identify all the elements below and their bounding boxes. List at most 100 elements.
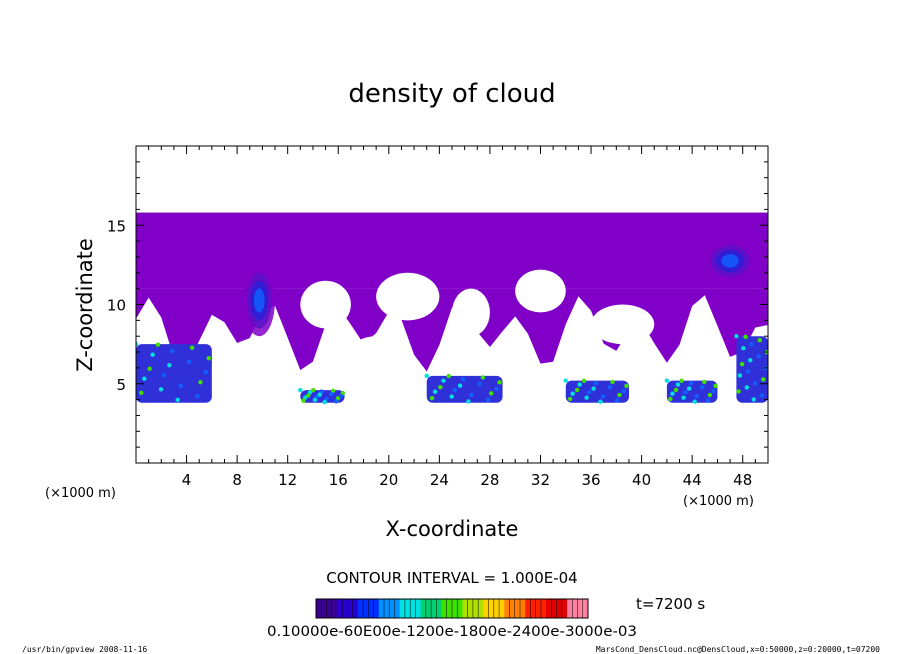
dense-cell [429, 395, 435, 401]
dense-cell [707, 392, 713, 398]
dense-cell [310, 388, 316, 393]
dense-cell [668, 396, 673, 402]
dense-cell [142, 376, 147, 381]
x-tick-label: 16 [329, 471, 348, 489]
x-tick-label: 4 [182, 471, 192, 489]
dense-patch [565, 380, 629, 403]
dense-cell [317, 392, 322, 397]
dense-cell [598, 399, 603, 404]
dense-cell [739, 361, 745, 367]
dense-patch [426, 375, 503, 403]
dense-cell [178, 383, 183, 388]
cloud-core [253, 288, 265, 313]
clear-gap [515, 269, 566, 313]
x-tick-label: 32 [531, 471, 550, 489]
dense-cell [322, 399, 327, 405]
x-tick-label: 12 [278, 471, 297, 489]
dense-cell [567, 396, 573, 402]
dense-cell [734, 334, 739, 339]
dense-patch [136, 344, 212, 403]
dense-cell [139, 390, 144, 396]
dense-cell [679, 378, 684, 384]
dense-cell [749, 341, 754, 347]
dense-cell [186, 359, 192, 364]
dense-cell [170, 348, 175, 354]
dense-cell [743, 334, 748, 340]
dense-cell [570, 391, 575, 396]
clear-gap [300, 280, 351, 329]
dense-cell [670, 391, 675, 396]
dense-cell [748, 357, 753, 363]
clear-gap [376, 272, 440, 321]
clear-gap [452, 288, 490, 337]
y-axis-label: Z-coordinate [73, 238, 97, 372]
y-tick-label: 5 [116, 376, 126, 394]
dense-cell [460, 376, 466, 382]
x-tick-label: 8 [232, 471, 242, 489]
dense-cell [686, 386, 692, 391]
dense-cell [688, 381, 694, 386]
dense-cell [610, 379, 615, 385]
dense-cell [745, 369, 751, 374]
cloud-core [721, 254, 739, 268]
dense-cell [175, 397, 180, 403]
dense-cell [480, 375, 486, 380]
dense-cell [203, 370, 208, 375]
colorbar-swatch [399, 599, 422, 618]
dense-cell [485, 397, 491, 403]
x-unit-left: (×1000 m) [45, 486, 116, 501]
dense-cell [741, 345, 746, 351]
dense-cell [713, 383, 718, 389]
dense-cell [206, 355, 212, 361]
dense-cell [744, 385, 750, 390]
dense-cell [702, 379, 707, 385]
dense-cell [705, 398, 711, 403]
cloud-fringe [136, 288, 768, 372]
colorbar-frame [315, 598, 589, 619]
dense-cell [449, 394, 454, 399]
dense-cell [333, 399, 339, 404]
dense-cell [591, 386, 596, 391]
dense-cell [694, 394, 699, 399]
dense-cell [195, 394, 200, 399]
dense-cell [584, 395, 589, 400]
dense-cell [751, 397, 756, 402]
dense-cell [577, 382, 582, 387]
dense-cell [683, 390, 688, 395]
x-unit-right: (×1000 m) [683, 494, 754, 509]
dense-cell [736, 389, 741, 394]
dense-cell [161, 373, 167, 378]
clear-gap [350, 336, 402, 368]
dense-cell [147, 366, 152, 371]
dense-cell [136, 341, 139, 347]
dense-cell [586, 390, 592, 395]
dense-cell [574, 387, 580, 393]
colorbar-swatch [462, 599, 484, 618]
dense-cell [593, 381, 599, 386]
x-tick-label: 24 [430, 471, 449, 489]
dense-cell [761, 377, 766, 382]
dense-cell [664, 378, 670, 383]
y-tick-label: 15 [107, 217, 126, 235]
dense-cell [488, 391, 494, 396]
dense-cell [298, 387, 303, 393]
colorbar-labels: 0.10000e-60E00e-1200e-1800e-2400e-3000e-… [267, 624, 637, 640]
dense-cell [617, 392, 622, 398]
x-tick-label: 20 [379, 471, 398, 489]
dense-cell [424, 373, 429, 379]
footer-program: /usr/bin/gpview 2008-11-16 [22, 645, 147, 654]
y-tick-label: 10 [107, 297, 126, 315]
dense-cell [692, 399, 697, 404]
dense-cell [757, 337, 762, 343]
dense-cell [621, 389, 627, 394]
dense-cell [477, 381, 483, 387]
dense-cell [624, 383, 629, 389]
dense-cell [306, 393, 311, 398]
dense-cell [167, 363, 172, 368]
dense-cell [446, 373, 451, 379]
dense-cell [737, 373, 743, 378]
dense-cell [301, 398, 306, 403]
contour-interval-text: CONTOUR INTERVAL = 1.000E-04 [326, 569, 577, 587]
